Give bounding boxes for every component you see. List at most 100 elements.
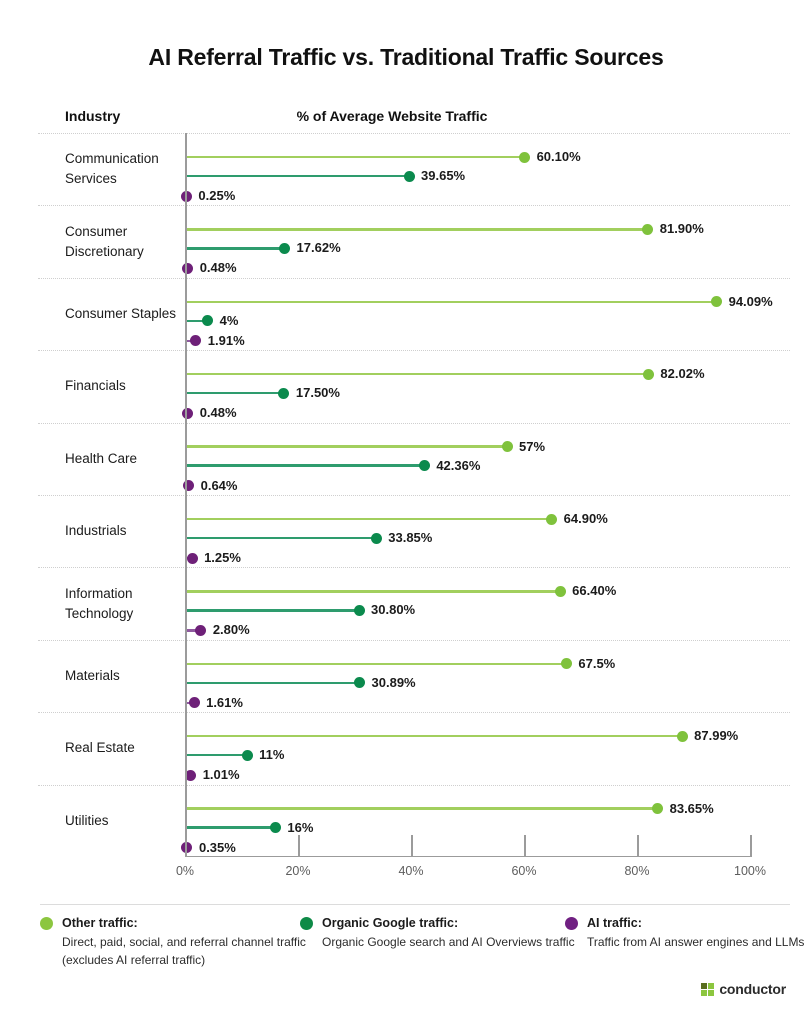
legend-dot-icon: [40, 917, 53, 930]
row-separator: [38, 422, 790, 424]
x-axis-tick-label: 0%: [175, 864, 195, 878]
row-separator: [38, 639, 790, 641]
legend-item: AI traffic: Traffic from AI answer engine…: [565, 914, 804, 951]
lollipop-line: [185, 228, 648, 231]
value-label: 39.65%: [421, 168, 466, 183]
conductor-logo-icon: [701, 982, 715, 996]
lollipop-line: [185, 174, 410, 178]
value-label: 16%: [287, 819, 314, 835]
value-label: 0.25%: [198, 188, 236, 203]
lollipop-dot: [182, 262, 194, 274]
industry-label: Consumer Staples: [65, 305, 177, 321]
industry-label: Utilities: [65, 812, 109, 828]
legend-dot-icon: [300, 917, 313, 930]
lollipop-line: [185, 753, 248, 757]
legend-description: (excludes AI referral traffic): [62, 953, 206, 967]
industry-label: Information Technology: [65, 585, 134, 621]
industry-label: Industrials: [65, 523, 127, 539]
legend-dot-icon: [565, 917, 578, 930]
legend-divider: [40, 904, 790, 905]
value-label: 66.40%: [572, 583, 617, 599]
axis-title: % of Average Website Traffic: [296, 108, 488, 124]
row-separator: [38, 133, 790, 134]
lollipop-dot: [642, 223, 654, 235]
lollipop-line: [185, 517, 552, 521]
lollipop-line: [185, 807, 658, 810]
row-separator: [38, 277, 790, 279]
legend-description: Direct, paid, social, and referral chann…: [62, 935, 306, 949]
x-axis-tick: [524, 835, 526, 857]
value-label: 0.35%: [198, 839, 236, 855]
value-label: 30.80%: [371, 602, 416, 618]
lollipop-line: [185, 826, 276, 829]
lollipop-dot: [202, 315, 214, 327]
x-axis-line: [185, 855, 752, 857]
value-label: 0.48%: [199, 405, 237, 421]
value-label: 33.85%: [388, 530, 433, 545]
value-label: 42.36%: [436, 457, 481, 473]
industry-label: Consumer Discretionary: [65, 223, 144, 259]
industry-label: Real Estate: [65, 740, 135, 756]
value-label: 87.99%: [694, 728, 739, 744]
value-label: 2.80%: [212, 622, 250, 638]
row-separator: [38, 350, 790, 352]
lollipop-line: [185, 372, 649, 376]
lollipop-dot: [182, 407, 194, 419]
x-axis-tick-label: 100%: [734, 864, 766, 878]
lollipop-dot: [188, 697, 200, 709]
lollipop-dot: [354, 677, 366, 689]
lollipop-line: [185, 536, 377, 540]
lollipop-dot: [241, 749, 253, 761]
value-label: 82.02%: [660, 366, 705, 382]
x-axis-tick: [411, 835, 413, 857]
lollipop-dot: [501, 441, 513, 453]
lollipop-dot: [642, 368, 654, 380]
lollipop-line: [185, 247, 285, 250]
industry-column-header: Industry: [65, 108, 121, 124]
value-label: 67.5%: [578, 655, 616, 671]
value-label: 64.90%: [563, 511, 608, 526]
value-label: 0.64%: [200, 477, 238, 493]
value-label: 1.25%: [204, 550, 241, 565]
x-axis-tick: [637, 835, 639, 857]
y-axis-line: [185, 133, 187, 856]
lollipop-line: [185, 155, 525, 159]
lollipop-line: [185, 609, 360, 612]
value-label: 57%: [519, 438, 546, 454]
lollipop-line: [185, 590, 561, 593]
brand-footer: conductor: [701, 981, 786, 997]
lollipop-dot: [195, 624, 207, 636]
value-label: 60.10%: [536, 149, 581, 164]
lollipop-line: [185, 445, 508, 448]
brand-name: conductor: [719, 981, 786, 997]
lollipop-dot: [278, 387, 290, 399]
chart-title: AI Referral Traffic vs. Traditional Traf…: [148, 44, 664, 70]
x-axis-tick-label: 20%: [285, 864, 311, 878]
value-label: 1.01%: [202, 767, 240, 783]
lollipop-dot: [353, 604, 365, 616]
x-axis-tick-label: 60%: [511, 864, 537, 878]
lollipop-line: [185, 681, 360, 685]
lollipop-line: [185, 662, 567, 666]
lollipop-line: [185, 391, 284, 395]
lollipop-dot: [185, 769, 197, 781]
lollipop-dot: [269, 822, 281, 834]
lollipop-dot: [519, 151, 531, 163]
lollipop-dot: [676, 730, 688, 742]
value-label: 4%: [219, 312, 239, 328]
legend-item: Organic Google traffic: Organic Google se…: [300, 914, 575, 951]
industry-label: Financials: [65, 378, 126, 394]
x-axis-tick-label: 40%: [398, 864, 424, 878]
legend-title: AI traffic:: [587, 916, 642, 930]
lollipop-line: [185, 464, 425, 467]
x-axis-tick-label: 80%: [624, 864, 650, 878]
value-label: 81.90%: [659, 221, 704, 237]
lollipop-dot: [370, 532, 382, 544]
value-label: 11%: [259, 747, 285, 763]
lollipop-dot: [652, 803, 664, 815]
row-separator: [38, 205, 790, 207]
lollipop-dot: [190, 335, 202, 347]
lollipop-dot: [418, 460, 430, 472]
lollipop-line: [185, 629, 201, 632]
